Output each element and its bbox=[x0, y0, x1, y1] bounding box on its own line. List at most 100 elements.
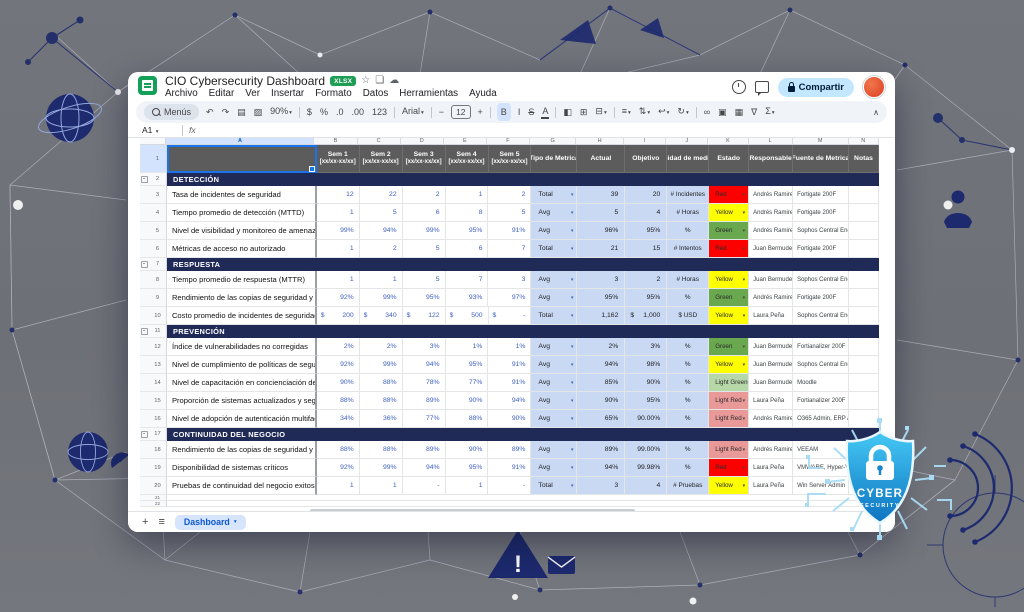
unidad-cell[interactable]: # Horas bbox=[667, 271, 710, 289]
metric-label-cell[interactable]: Nivel de visibilidad y monitoreo de amen… bbox=[166, 222, 317, 240]
italic-icon[interactable]: I bbox=[517, 107, 521, 117]
sem-value-cell[interactable]: 92% bbox=[316, 459, 360, 477]
sem-value-cell[interactable]: 93% bbox=[445, 289, 489, 307]
sem-value-cell[interactable]: 95% bbox=[402, 289, 446, 307]
responsable-cell[interactable]: Andrés Ramirez bbox=[749, 204, 794, 222]
responsable-cell[interactable]: Laura Peña bbox=[749, 477, 794, 495]
actual-cell[interactable]: 39 bbox=[577, 186, 626, 204]
sem-value-cell[interactable]: 78% bbox=[402, 374, 446, 392]
collapse-group-icon[interactable] bbox=[141, 175, 148, 183]
objetivo-cell[interactable]: 90% bbox=[625, 374, 668, 392]
actual-cell[interactable]: 85% bbox=[577, 374, 626, 392]
metric-label-cell[interactable]: Rendimiento de las copias de seguridad y… bbox=[166, 289, 317, 307]
fuente-cell[interactable]: Sophos Central Endpoint bbox=[793, 271, 850, 289]
sem-value-cell[interactable]: 2 bbox=[402, 186, 446, 204]
sem-value-cell[interactable]: 36% bbox=[359, 410, 403, 428]
sem-value-cell[interactable]: 88% bbox=[316, 441, 360, 459]
sem-value-cell[interactable]: 7 bbox=[488, 240, 532, 258]
column-header-K[interactable]: K bbox=[708, 138, 749, 145]
row-number-20[interactable]: 20 bbox=[140, 477, 167, 495]
column-header-I[interactable]: I bbox=[624, 138, 667, 145]
unidad-cell[interactable]: % bbox=[667, 459, 710, 477]
collapse-group-icon[interactable] bbox=[141, 430, 148, 438]
responsable-cell[interactable]: Andrés Ramirez bbox=[749, 222, 794, 240]
row-number-15[interactable]: 15 bbox=[140, 392, 167, 410]
sem-value-cell[interactable]: 97% bbox=[488, 289, 532, 307]
responsable-cell[interactable]: Laura Peña bbox=[749, 459, 794, 477]
column-header-B[interactable]: B bbox=[314, 138, 358, 145]
tipo-metrica-cell[interactable]: Total ▾ bbox=[531, 477, 578, 495]
actual-cell[interactable]: 2% bbox=[577, 338, 626, 356]
sem-value-cell[interactable]: 92% bbox=[316, 289, 360, 307]
unidad-cell[interactable]: % bbox=[667, 441, 710, 459]
tipo-metrica-cell[interactable]: Avg ▾ bbox=[531, 222, 578, 240]
avatar[interactable] bbox=[863, 76, 885, 98]
row-number-14[interactable]: 14 bbox=[140, 374, 167, 392]
sem-value-cell[interactable]: 1 bbox=[445, 477, 489, 495]
row-number-4[interactable]: 4 bbox=[140, 204, 167, 222]
responsable-cell[interactable]: Andrés Ramirez bbox=[749, 289, 794, 307]
tipo-metrica-cell[interactable]: Total ▾ bbox=[531, 240, 578, 258]
sem-value-cell[interactable]: 90% bbox=[445, 441, 489, 459]
row-number-12[interactable]: 12 bbox=[140, 338, 167, 356]
menu-ayuda[interactable]: Ayuda bbox=[469, 88, 497, 99]
notas-cell[interactable] bbox=[849, 186, 879, 204]
move-folder-icon[interactable]: ❏ bbox=[375, 75, 385, 86]
tipo-metrica-cell[interactable]: Avg ▾ bbox=[531, 374, 578, 392]
sem-value-cell[interactable]: 5 bbox=[488, 204, 532, 222]
tipo-metrica-cell[interactable]: Avg ▾ bbox=[531, 459, 578, 477]
decrease-decimals-icon[interactable]: .0 bbox=[335, 107, 344, 117]
objetivo-cell[interactable]: 98% bbox=[625, 356, 668, 374]
header-sem-5[interactable]: Sem 5 [xx/xx-xx/xx] bbox=[488, 145, 532, 173]
estado-chip[interactable]: Yellow ▾ bbox=[709, 477, 750, 495]
sem-value-cell[interactable]: 90% bbox=[445, 392, 489, 410]
sem-value-cell[interactable]: 1% bbox=[488, 338, 532, 356]
sem-value-cell[interactable]: 2 bbox=[359, 240, 403, 258]
sem-value-cell[interactable]: 1 bbox=[316, 204, 360, 222]
column-header-G[interactable]: G bbox=[530, 138, 577, 145]
currency-format-icon[interactable]: $ bbox=[306, 107, 312, 117]
header-notas[interactable]: Notas bbox=[849, 145, 879, 173]
row-number-8[interactable]: 8 bbox=[140, 271, 167, 289]
corner-cell[interactable] bbox=[140, 138, 167, 145]
notas-cell[interactable] bbox=[849, 307, 880, 325]
text-rotation-icon[interactable]: ↻▾ bbox=[677, 106, 689, 116]
sem-value-cell[interactable]: 99% bbox=[359, 289, 403, 307]
fuente-cell[interactable]: Fortigate 200F bbox=[793, 186, 850, 204]
row-number-11[interactable]: 11 bbox=[140, 325, 167, 338]
cloud-status-icon[interactable]: ☁ bbox=[389, 75, 400, 86]
responsable-cell[interactable]: Juan Bermudez bbox=[749, 271, 794, 289]
sem-value-cell[interactable]: 1 bbox=[316, 240, 360, 258]
bold-icon[interactable]: B bbox=[496, 103, 511, 121]
objetivo-cell[interactable]: 99.00% bbox=[625, 441, 668, 459]
row-number-16[interactable]: 16 bbox=[140, 410, 167, 428]
sem-value-cell[interactable]: 99% bbox=[359, 356, 403, 374]
actual-cell[interactable]: 3 bbox=[577, 477, 626, 495]
sem-value-cell[interactable]: $340 bbox=[359, 307, 403, 325]
metric-label-cell[interactable]: Nivel de adopción de autenticación multi… bbox=[166, 410, 317, 428]
row-number-19[interactable]: 19 bbox=[140, 459, 167, 477]
metric-label-cell[interactable]: Pruebas de continuidad del negocio exito… bbox=[166, 477, 317, 495]
metric-label-cell[interactable]: Disponibilidad de sistemas críticos bbox=[166, 459, 317, 477]
header-sem-3[interactable]: Sem 3 [xx/xx-xx/xx] bbox=[402, 145, 446, 173]
menu-archivo[interactable]: Archivo bbox=[165, 88, 198, 99]
estado-chip[interactable]: Red ▾ bbox=[709, 186, 750, 204]
sem-value-cell[interactable]: 91% bbox=[488, 459, 532, 477]
actual-cell[interactable]: 96% bbox=[577, 222, 626, 240]
sem-value-cell[interactable]: 77% bbox=[445, 374, 489, 392]
notas-cell[interactable] bbox=[849, 477, 879, 495]
header-unidad-de-medida[interactable]: Unidad de medida bbox=[667, 145, 710, 173]
name-box[interactable]: A1 ▾ bbox=[142, 125, 159, 135]
menus-search[interactable]: Menús bbox=[144, 104, 200, 120]
row-number-18[interactable]: 18 bbox=[140, 441, 167, 459]
tipo-metrica-cell[interactable]: Avg ▾ bbox=[531, 271, 578, 289]
estado-chip[interactable]: Green ▾ bbox=[709, 289, 750, 307]
objetivo-cell[interactable]: 90.00% bbox=[625, 410, 668, 428]
tipo-metrica-cell[interactable]: Avg ▾ bbox=[531, 289, 578, 307]
row-number-10[interactable]: 10 bbox=[140, 307, 167, 325]
tipo-metrica-cell[interactable]: Avg ▾ bbox=[531, 204, 578, 222]
percent-format-icon[interactable]: % bbox=[319, 107, 328, 117]
sem-value-cell[interactable]: 2 bbox=[488, 186, 532, 204]
sem-value-cell[interactable]: 5 bbox=[359, 204, 403, 222]
sheets-app-icon[interactable] bbox=[138, 76, 157, 95]
